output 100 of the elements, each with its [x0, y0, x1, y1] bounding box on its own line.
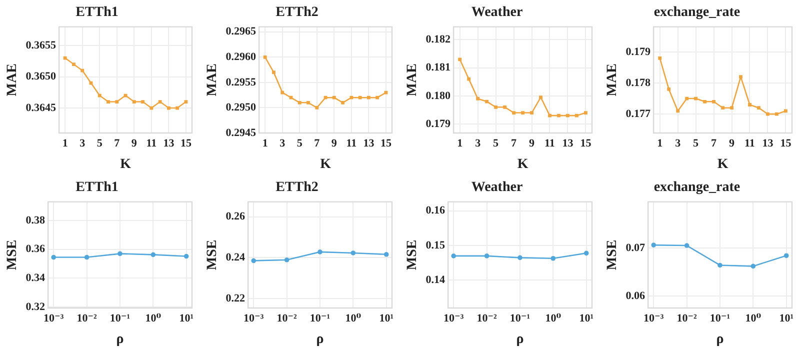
- x-tick-label: 10⁰: [545, 312, 562, 324]
- x-tick-label: 15: [380, 137, 392, 150]
- y-tick-label: 0.177: [626, 108, 652, 120]
- point: [272, 70, 276, 74]
- point: [739, 75, 742, 78]
- x-axis-title: K: [320, 157, 332, 172]
- y-tick-label: 0.32: [26, 300, 46, 313]
- point: [318, 250, 322, 254]
- x-tick-label: 3: [675, 137, 682, 150]
- x-tick-label: 10¹: [379, 312, 394, 324]
- x-tick-label: 13: [562, 137, 574, 150]
- point: [289, 96, 293, 100]
- point: [115, 100, 119, 104]
- x-axis-title: ρ: [516, 332, 524, 348]
- y-tick-label: 0.14: [426, 274, 446, 286]
- y-tick-label: 0.180: [426, 90, 452, 102]
- point: [503, 105, 506, 109]
- x-tick-label: 10⁰: [145, 312, 162, 324]
- x-tick-label: 7: [511, 137, 518, 150]
- point: [358, 96, 362, 100]
- chart-title: exchange_rate: [654, 180, 740, 196]
- x-tick-label: 3: [280, 137, 286, 150]
- x-tick-label: 10⁻¹: [510, 312, 530, 324]
- point: [176, 106, 180, 110]
- point: [458, 58, 462, 62]
- x-tick-label: 5: [296, 137, 303, 150]
- y-tick-label: 0.15: [426, 239, 446, 252]
- x-tick-label: 9: [529, 137, 536, 150]
- x-axis-title: ρ: [116, 332, 124, 348]
- point: [341, 100, 344, 104]
- x-tick-label: 10¹: [579, 312, 594, 324]
- x-axis-title: K: [717, 157, 728, 172]
- y-tick-label: 0.182: [426, 34, 452, 46]
- chart-title: ETTh2: [276, 5, 318, 20]
- x-tick-label: 10⁻¹: [110, 312, 130, 324]
- x-tick-label: 9: [729, 137, 736, 150]
- x-tick-label: 10⁻³: [244, 312, 264, 324]
- point: [784, 253, 789, 258]
- point: [106, 100, 110, 104]
- x-tick-label: 15: [780, 137, 792, 150]
- x-tick-label: 10¹: [179, 312, 194, 324]
- y-tick-label: 0.34: [26, 272, 46, 284]
- x-tick-label: 10⁻²: [276, 312, 298, 324]
- x-tick-label: 13: [363, 137, 375, 150]
- point: [521, 111, 524, 114]
- x-tick-label: 7: [114, 137, 120, 150]
- y-axis-title: MAE: [5, 64, 20, 96]
- y-axis-title: MSE: [5, 240, 20, 270]
- point: [280, 90, 284, 94]
- point: [539, 96, 542, 100]
- point: [575, 114, 578, 118]
- y-tick-label: 0.3650: [26, 70, 57, 83]
- point: [350, 96, 354, 100]
- x-tick-label: 10⁻²: [76, 312, 98, 324]
- x-tick-label: 10⁻¹: [310, 312, 330, 324]
- x-axis-title: ρ: [716, 332, 724, 348]
- point: [298, 100, 302, 104]
- y-axis-title: MSE: [205, 240, 220, 270]
- point: [132, 100, 136, 104]
- point: [766, 112, 770, 116]
- point: [584, 111, 588, 114]
- y-tick-label: 0.24: [226, 251, 246, 264]
- point: [685, 96, 689, 100]
- point: [748, 103, 752, 106]
- y-axis-title: MAE: [405, 64, 420, 96]
- chart-title: ETTh1: [76, 180, 118, 196]
- point: [784, 109, 788, 113]
- x-tick-label: 13: [762, 137, 774, 150]
- y-tick-label: 0.2960: [226, 50, 257, 63]
- point: [757, 106, 760, 110]
- y-tick-label: 0.179: [426, 118, 452, 130]
- point: [557, 114, 560, 118]
- point: [730, 106, 734, 110]
- point: [98, 94, 102, 98]
- chart-title: ETTh2: [276, 180, 318, 196]
- point: [166, 106, 170, 110]
- point: [684, 243, 690, 248]
- x-tick-label: 11: [544, 137, 555, 150]
- x-tick-label: 9: [131, 137, 138, 150]
- x-axis-title: K: [517, 157, 528, 172]
- point: [703, 100, 706, 104]
- point: [184, 100, 188, 104]
- point: [658, 56, 662, 60]
- point: [476, 97, 480, 100]
- point: [718, 262, 722, 268]
- x-tick-label: 10⁻³: [444, 312, 464, 324]
- x-tick-label: 3: [475, 137, 482, 150]
- point: [63, 56, 67, 60]
- point: [315, 106, 319, 110]
- x-axis-title: K: [120, 157, 132, 172]
- point: [141, 100, 144, 104]
- point: [530, 111, 534, 114]
- x-tick-label: 15: [580, 137, 592, 150]
- y-tick-label: 0.26: [226, 210, 246, 223]
- x-tick-label: 10⁻²: [676, 312, 698, 324]
- point: [263, 55, 267, 59]
- y-tick-label: 0.2945: [226, 126, 257, 139]
- point: [566, 114, 570, 118]
- x-tick-label: 9: [331, 137, 338, 150]
- point: [651, 242, 656, 248]
